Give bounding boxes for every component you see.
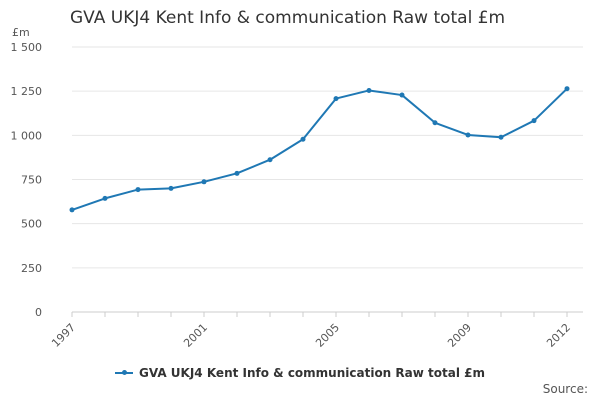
data-point bbox=[333, 96, 339, 102]
legend-swatch bbox=[115, 369, 134, 375]
chart-title: GVA UKJ4 Kent Info & communication Raw t… bbox=[70, 8, 506, 28]
legend-label: GVA UKJ4 Kent Info & communication Raw t… bbox=[139, 366, 485, 380]
data-point bbox=[300, 136, 306, 142]
series-line bbox=[71, 87, 568, 211]
data-point bbox=[531, 118, 537, 124]
y-tick-label: 750 bbox=[21, 174, 42, 187]
data-point bbox=[366, 87, 372, 93]
data-point bbox=[168, 185, 174, 191]
data-point bbox=[465, 132, 471, 138]
x-tick-label: 2009 bbox=[445, 321, 474, 350]
data-point bbox=[267, 157, 273, 163]
source-label: Source: bbox=[542, 382, 588, 396]
x-tick-label: 2005 bbox=[313, 321, 342, 350]
y-tick-label: 250 bbox=[21, 262, 42, 275]
data-point bbox=[135, 187, 141, 193]
x-tick-label: 1997 bbox=[49, 321, 78, 350]
data-point bbox=[201, 179, 207, 185]
data-point bbox=[498, 134, 504, 140]
y-axis-unit-label: £m bbox=[12, 26, 30, 39]
data-point bbox=[399, 92, 405, 98]
data-point bbox=[102, 195, 108, 201]
legend: GVA UKJ4 Kent Info & communication Raw t… bbox=[0, 366, 600, 380]
data-point bbox=[69, 207, 75, 213]
y-tick-label: 1 000 bbox=[11, 129, 43, 142]
data-point bbox=[234, 170, 240, 176]
x-tick-label: 2001 bbox=[181, 321, 210, 350]
y-tick-label: 1 500 bbox=[11, 41, 43, 54]
y-tick-label: 1 250 bbox=[11, 85, 43, 98]
y-tick-label: 0 bbox=[35, 306, 42, 319]
x-tick-label: 2012 bbox=[544, 321, 573, 350]
y-tick-label: 500 bbox=[21, 218, 42, 231]
data-point bbox=[432, 120, 438, 126]
data-point bbox=[564, 86, 570, 92]
